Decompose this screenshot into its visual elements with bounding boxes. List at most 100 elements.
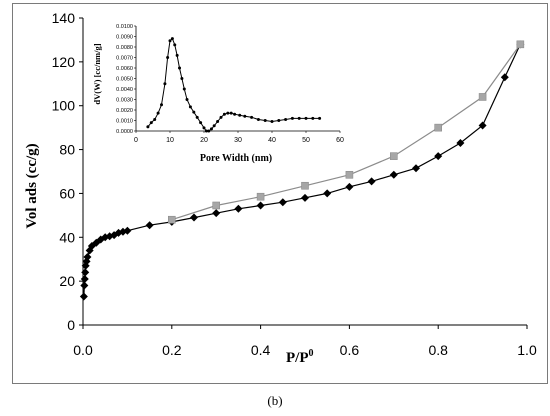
main-y-tick-label: 60 [59,185,75,201]
inset-point [168,39,172,43]
inset-point [207,129,211,133]
inset-point [311,116,315,120]
inset-point [297,116,301,120]
inset-y-tick-label: 0.0100 [116,24,133,30]
inset-y-axis-label: dV(W) [cc/nm/g] [92,43,102,104]
inset-point [175,53,179,57]
adsorption-point [278,198,287,207]
inset-point [156,111,160,115]
inset-point [284,117,288,121]
main-x-tick-label: 0.6 [340,342,360,358]
main-y-tick-label: 0 [67,317,75,333]
main-y-tick-label: 80 [59,142,75,158]
main-x-tick-label: 0.4 [251,342,271,358]
adsorption-point [323,189,332,198]
adsorption-point [212,209,221,218]
inset-y-tick-label: 0.0020 [116,108,133,114]
inset-point [163,82,167,86]
inset-point [226,111,230,115]
inset-y-tick-label: 0.0040 [116,87,133,93]
inset-x-tick-label: 10 [166,137,174,144]
desorption-series-line [171,43,521,221]
inset-point [192,110,196,114]
adsorption-point [190,213,198,222]
inset-x-tick-label: 30 [234,137,242,144]
main-x-tick-label: 0.2 [162,342,182,358]
desorption-point [256,192,265,201]
inset-point [212,124,216,128]
adsorption-point [79,292,88,301]
inset-point [209,127,213,131]
adsorption-point [234,204,243,213]
inset-point [250,115,254,119]
main-y-tick-label: 20 [59,273,75,289]
main-y-tick-label: 40 [59,229,75,245]
adsorption-point [478,121,487,130]
adsorption-point [80,274,89,283]
inset-series [146,37,322,133]
inset-point [199,121,203,125]
desorption-point [168,215,176,224]
main-x-tick-label: 0.8 [428,342,448,358]
main-x-axis-label-main: P/P [286,350,309,366]
inset-point [170,37,174,41]
main-y-tick-label: 140 [52,10,76,26]
inset-y-tick-label: 0.0060 [116,66,133,72]
main-x-axis-label-sup: 0 [309,348,314,359]
inset-x-tick-label: 0 [134,137,138,144]
adsorption-point [412,164,420,173]
inset-point [304,116,308,120]
inset-x-axis-label: Pore Width (nm) [200,153,272,164]
inset-point [229,111,233,115]
inset-x-tick-label: 20 [200,137,208,144]
inset-y-tick-label: 0.0000 [116,129,133,135]
inset-point [256,117,260,121]
adsorption-point [301,193,309,202]
inset-y-tick-label: 0.0010 [116,119,133,125]
inset-x-tick-label: 60 [336,137,344,144]
inset-x-tick-label: 50 [302,137,310,144]
inset-point [277,119,281,122]
inset-x-tick-label: 40 [268,137,276,144]
inset-point [222,112,226,116]
inset-point [166,56,170,59]
adsorption-point [123,226,132,235]
inset-point [180,77,184,80]
adsorption-point [500,73,509,82]
inset-y-tick-label: 0.0030 [116,98,133,104]
main-y-tick-label: 120 [52,54,76,70]
inset-point [202,126,206,130]
inset-point [243,114,247,118]
inset-point [178,66,182,70]
desorption-point [434,123,443,132]
adsorption-point [345,182,354,191]
inset-axes: 0.0000 0.0010 0.0020 0.0030 0.0040 0.0050 0.00… [116,24,344,144]
inset-point [263,119,267,122]
inset-point [149,121,153,125]
inset-series-line [147,37,320,132]
pore-size-inset: 0.0000 0.0010 0.0020 0.0030 0.0040 0.0050 0.00… [92,24,344,164]
inset-point [185,98,189,101]
adsorption-point [456,138,465,147]
inset-point [219,115,223,119]
inset-point [182,87,186,91]
inset-point [173,43,177,47]
desorption-point [345,170,354,179]
main-x-tick-label: 1.0 [517,342,537,358]
main-y-tick-label: 100 [52,98,76,114]
inset-y-tick-label: 0.0090 [116,35,133,41]
inset-point [290,116,294,120]
figure-frame [12,3,548,384]
main-x-tick-label: 0.0 [73,342,93,358]
inset-point [160,103,163,107]
desorption-point [301,181,309,190]
inset-point [153,117,157,121]
inset-point [216,120,220,124]
desorption-point [516,40,525,49]
main-x-axis-label: P/P0 [286,348,314,366]
main-y-axis-label: Vol ads (cc/g) [24,143,40,228]
inset-point [233,112,237,116]
figure-caption: (b) [267,393,283,408]
adsorption-point [367,177,376,186]
inset-point [204,129,208,133]
